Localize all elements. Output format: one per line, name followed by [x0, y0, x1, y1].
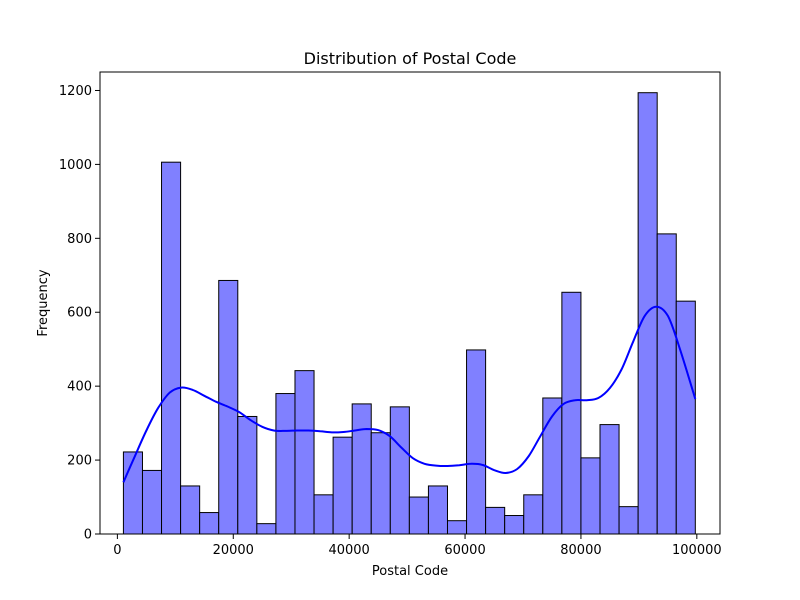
histogram-bar-11	[313, 494, 334, 535]
histogram-bar-29	[656, 233, 677, 535]
histogram-bar-1	[122, 451, 143, 535]
histogram-bar-24	[561, 291, 582, 535]
x-tick-label: 0	[113, 543, 121, 558]
x-axis-ticks: 0 20000 40000 60000 80000 100000	[113, 534, 722, 558]
histogram-bar-16	[408, 496, 429, 535]
histogram-bar-19	[466, 349, 487, 535]
plot-area-frame	[99, 71, 721, 535]
histogram-bar-30	[675, 300, 696, 535]
histogram-bar-15	[389, 406, 410, 535]
histogram-bar-14	[370, 432, 391, 535]
histogram-bar-27	[618, 506, 639, 535]
y-tick-label: 1200	[59, 84, 92, 99]
x-tick-label: 60000	[444, 543, 485, 558]
histogram-bar-2	[141, 469, 163, 535]
histogram-bar-10	[294, 370, 315, 535]
histogram-bar-22	[523, 494, 544, 535]
chart-title: Distribution of Postal Code	[304, 49, 517, 68]
histogram-bar-25	[580, 457, 601, 535]
x-tick-label: 40000	[328, 543, 369, 558]
y-tick-label: 200	[67, 454, 92, 469]
histogram-bar-26	[599, 424, 620, 535]
x-tick-label: 100000	[672, 543, 722, 558]
y-tick-label: 600	[67, 306, 92, 321]
kde-curve	[122, 305, 697, 483]
y-tick-label: 0	[84, 528, 92, 543]
histogram-bar-4	[180, 485, 201, 535]
y-axis-ticks: 0 200 400 600 800 1000 1200	[59, 84, 100, 543]
x-tick-label: 20000	[213, 543, 254, 558]
histogram-bars	[122, 92, 696, 535]
y-tick-label: 400	[67, 380, 92, 395]
histogram-bar-13	[351, 403, 372, 535]
y-axis-label: Frequency	[36, 269, 51, 336]
histogram-bar-7	[237, 415, 258, 535]
histogram-bar-3	[161, 161, 182, 535]
histogram-bar-23	[542, 397, 563, 535]
histogram-bar-8	[256, 523, 277, 535]
histogram-bar-17	[427, 485, 448, 535]
histogram-bar-9	[275, 393, 296, 535]
x-tick-label: 80000	[560, 543, 601, 558]
histogram-bar-20	[485, 506, 506, 535]
y-tick-label: 800	[67, 232, 92, 247]
histogram-bar-18	[446, 520, 468, 535]
histogram-bar-5	[199, 512, 220, 535]
x-axis-label: Postal Code	[372, 564, 448, 579]
y-tick-label: 1000	[59, 158, 92, 173]
histogram-bar-21	[504, 515, 525, 535]
histogram-bar-12	[332, 436, 353, 535]
